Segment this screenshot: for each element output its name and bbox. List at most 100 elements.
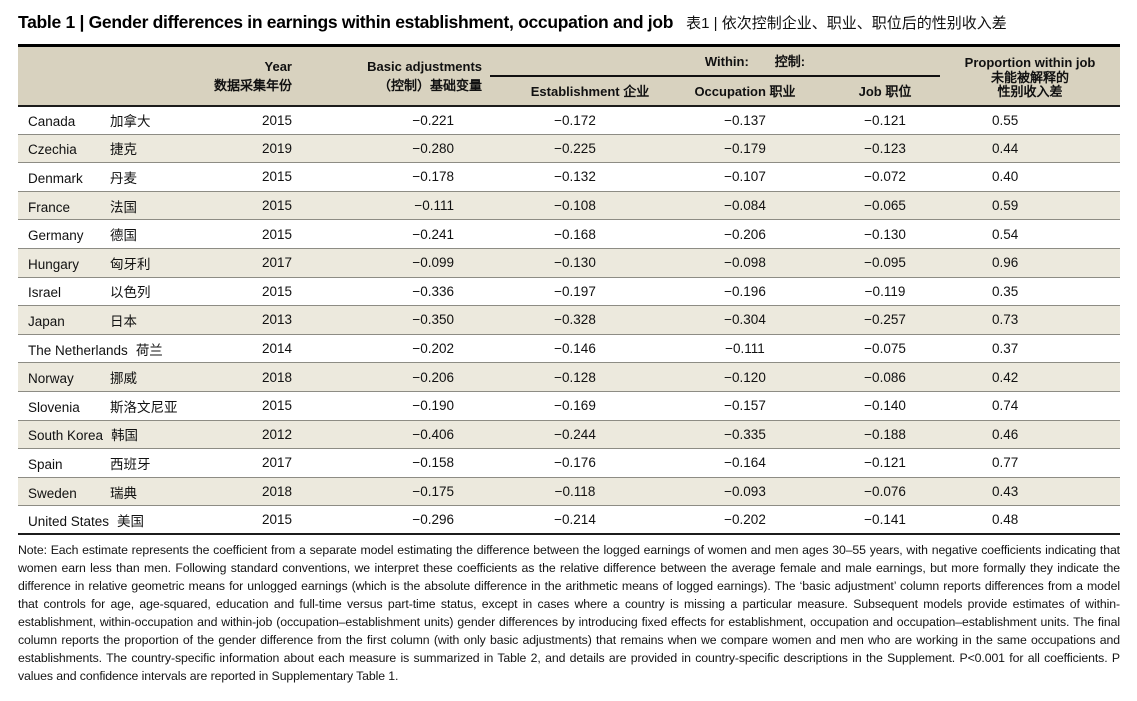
within-establishment-cell: −0.146 [490, 333, 660, 363]
proportion-header-zh1: 未能被解释的 [991, 69, 1070, 85]
table-row: Canada 加拿大 2015 −0.221 −0.172 −0.137 −0.1… [18, 106, 1120, 135]
country-name-zh: 丹麦 [110, 170, 137, 186]
within-header-zh: 控制: [774, 54, 806, 70]
within-occupation-cell: −0.164 [660, 448, 830, 478]
country-name-en: Germany [28, 228, 84, 244]
proportion-cell: 0.73 [940, 305, 1121, 335]
year-cell: 2012 [200, 419, 300, 449]
table-title: Table 1 | Gender differences in earnings… [18, 12, 1120, 33]
year-header-zh: 数据采集年份 [213, 77, 292, 93]
within-establishment-cell: −0.130 [490, 247, 660, 278]
proportion-cell: 0.77 [940, 448, 1121, 478]
country-name-en: Czechia [28, 142, 77, 158]
country-cell: The Netherlands 荷兰 [18, 333, 200, 363]
table-row: Sweden 瑞典 2018 −0.175 −0.118 −0.093 −0.07… [18, 476, 1121, 506]
within-occupation-cell: −0.179 [660, 133, 830, 163]
within-establishment-cell: −0.132 [490, 162, 660, 192]
job-subheader: Job 职位 [830, 75, 941, 106]
table-row: Czechia 捷克 2019 −0.280 −0.225 −0.179 −0.1… [18, 133, 1121, 163]
country-name-zh: 挪威 [110, 371, 137, 387]
proportion-cell: 0.46 [940, 419, 1121, 449]
country-cell: United States 美国 [18, 505, 200, 535]
country-name-zh: 匈牙利 [110, 256, 151, 272]
within-occupation-cell: −0.202 [660, 505, 830, 535]
year-cell: 2015 [200, 276, 300, 306]
establishment-subheader: Establishment 企业 [490, 75, 660, 106]
year-cell: 2015 [200, 219, 300, 249]
proportion-cell: 0.54 [940, 219, 1121, 249]
within-group-header: Within: 控制: [490, 45, 941, 77]
within-occupation-cell: −0.093 [660, 476, 830, 506]
country-name-en: Spain [28, 456, 63, 472]
basic-adjustments-cell: −0.350 [300, 305, 490, 335]
within-job-cell: −0.257 [830, 305, 941, 335]
basic-header-zh: （控制）基础变量 [377, 77, 482, 93]
country-name-en: Israel [28, 285, 62, 301]
country-name-en: Norway [28, 371, 74, 387]
country-name-zh: 捷克 [110, 142, 137, 158]
basic-adjustments-cell: −0.241 [300, 219, 490, 249]
basic-adjustments-cell: −0.206 [300, 362, 490, 392]
basic-adjustments-cell: −0.158 [300, 448, 490, 478]
proportion-cell: 0.44 [940, 133, 1121, 163]
basic-adjustments-cell: −0.111 [300, 190, 490, 220]
country-name-en: Canada [28, 114, 76, 130]
within-job-cell: −0.141 [830, 505, 941, 535]
within-occupation-cell: −0.120 [660, 362, 830, 392]
basic-header-en: Basic adjustments [367, 58, 482, 74]
country-name-zh: 荷兰 [135, 342, 163, 358]
within-job-cell: −0.121 [830, 448, 941, 478]
country-cell: Czechia 捷克 [18, 133, 200, 163]
year-cell: 2018 [200, 476, 300, 506]
basic-adjustments-cell: −0.280 [300, 133, 490, 163]
country-name-en: The Netherlands [28, 342, 128, 358]
within-establishment-cell: −0.118 [490, 476, 660, 506]
proportion-cell: 0.35 [940, 276, 1121, 306]
within-job-cell: −0.086 [830, 362, 941, 392]
proportion-cell: 0.42 [940, 362, 1121, 392]
table-row: Hungary 匈牙利 2017 −0.099 −0.130 −0.098 −0.… [18, 247, 1121, 278]
year-cell: 2015 [200, 162, 300, 192]
proportion-cell: 0.74 [940, 390, 1121, 421]
within-occupation-cell: −0.206 [660, 219, 830, 249]
country-name-zh: 斯洛文尼亚 [110, 399, 178, 415]
earnings-table: Year 数据采集年份 Basic adjustments （控制）基础变量 W… [18, 44, 1121, 536]
within-occupation-cell: −0.335 [660, 419, 830, 449]
within-occupation-cell: −0.196 [660, 276, 830, 306]
table-row: Denmark 丹麦 2015 −0.178 −0.132 −0.107 −0.0… [18, 162, 1121, 192]
country-cell: Canada 加拿大 [18, 106, 200, 135]
table-row: Norway 挪威 2018 −0.206 −0.128 −0.120 −0.08… [18, 362, 1121, 392]
within-establishment-cell: −0.225 [490, 133, 660, 163]
country-name-en: Slovenia [28, 399, 80, 415]
country-name-en: Denmark [28, 170, 83, 186]
within-job-cell: −0.121 [864, 112, 906, 128]
proportion-header-zh2: 性别收入差 [997, 84, 1063, 99]
year-cell: 2018 [200, 362, 300, 392]
country-cell: Israel 以色列 [18, 276, 200, 306]
year-cell: 2014 [200, 333, 300, 363]
proportion-cell: 0.37 [940, 333, 1121, 363]
country-cell: Hungary 匈牙利 [18, 247, 200, 278]
within-occupation-cell: −0.137 [724, 112, 766, 128]
table-row: Japan 日本 2013 −0.350 −0.328 −0.304 −0.257… [18, 305, 1121, 335]
country-name-en: France [28, 199, 71, 215]
year-cell: 2017 [200, 448, 300, 478]
basic-adjustments-cell: −0.336 [300, 276, 490, 306]
within-job-cell: −0.119 [830, 276, 941, 306]
table-row: The Netherlands 荷兰 2014 −0.202 −0.146 −0.… [18, 333, 1121, 363]
basic-adjustments-cell: −0.221 [412, 112, 454, 128]
within-establishment-cell: −0.169 [490, 390, 660, 421]
country-name-zh: 德国 [110, 228, 137, 244]
proportion-cell: 0.55 [992, 112, 1019, 128]
within-header-en: Within: [704, 54, 749, 70]
year-cell: 2013 [200, 305, 300, 335]
basic-adjustments-cell: −0.190 [300, 390, 490, 421]
basic-adjustments-cell: −0.296 [300, 505, 490, 535]
within-job-cell: −0.123 [830, 133, 941, 163]
year-header-en: Year [264, 58, 292, 74]
table-note: Note: Each estimate represents the coeff… [18, 543, 1120, 683]
year-cell: 2015 [261, 112, 292, 128]
table-title-en: Table 1 | Gender differences in earnings… [18, 12, 674, 32]
country-cell: Germany 德国 [18, 219, 200, 249]
within-job-cell: −0.140 [830, 390, 941, 421]
